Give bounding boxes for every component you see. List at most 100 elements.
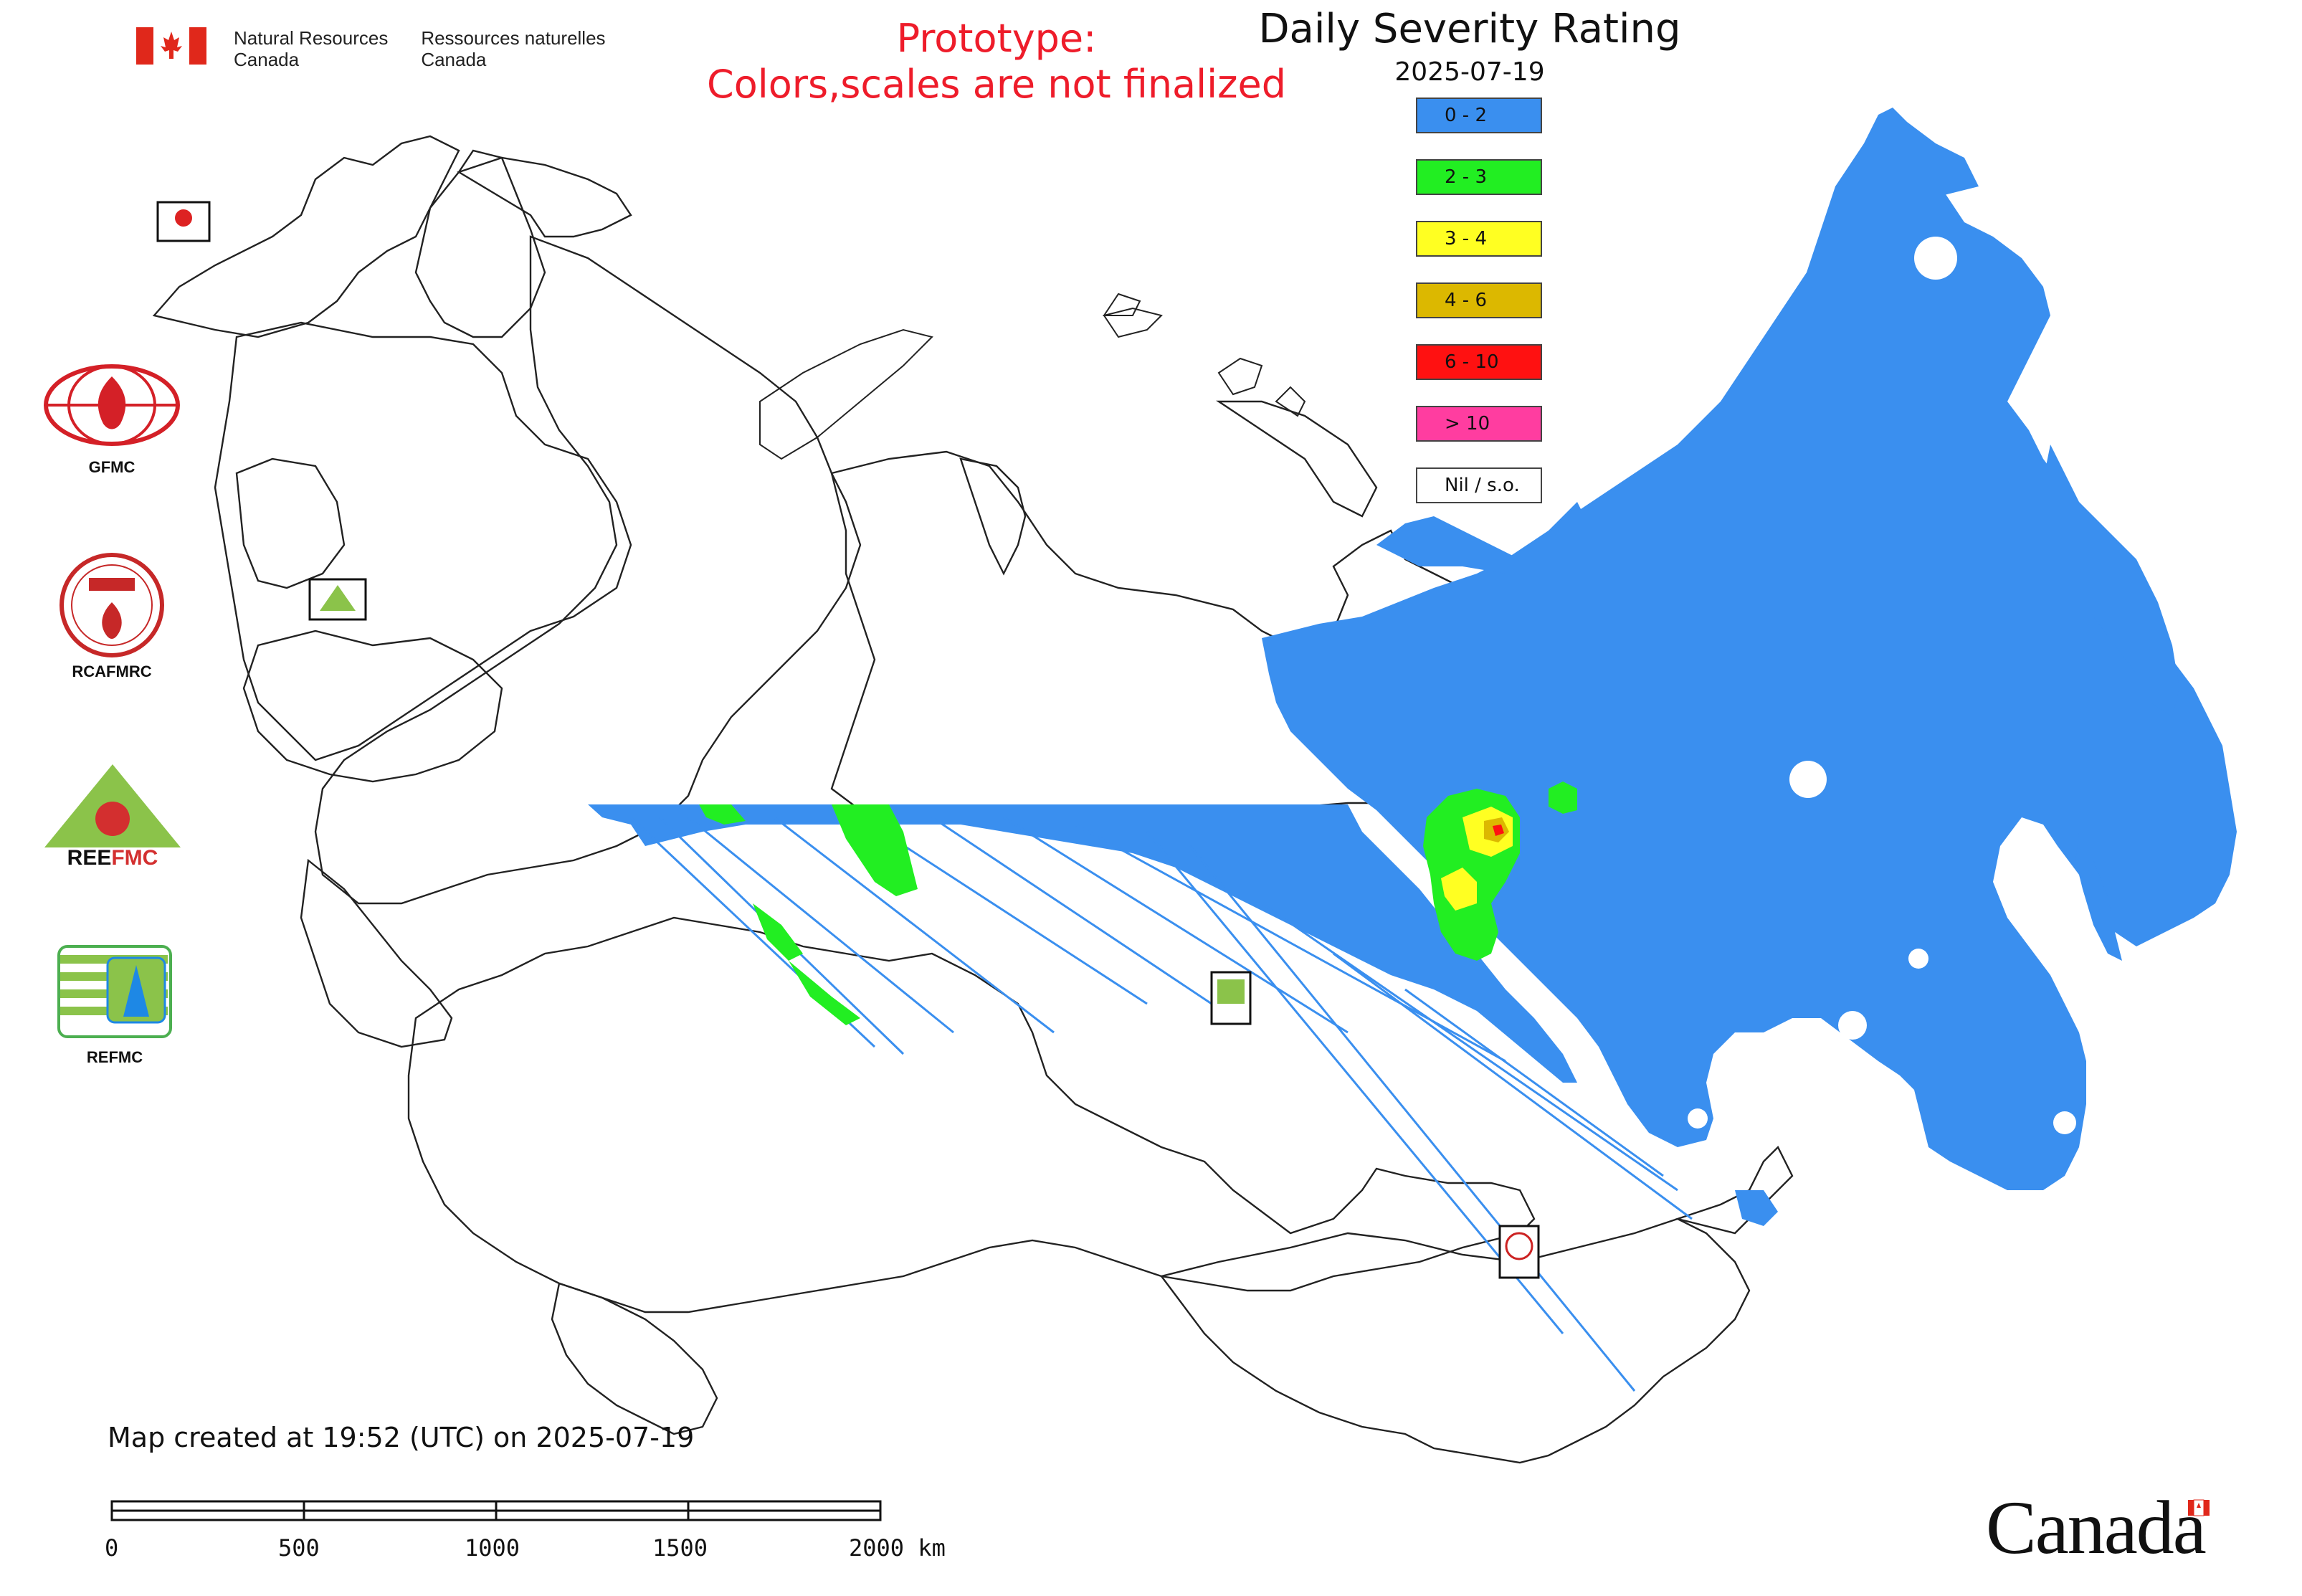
- map-title: Daily Severity Rating: [1258, 6, 1681, 52]
- streak-9: [1146, 831, 1564, 1334]
- scale-label: 500: [278, 1534, 320, 1562]
- canada-flag-icon: [136, 27, 206, 65]
- rcafmrc-map-mark: [1498, 1225, 1540, 1279]
- green-patch-3: [753, 903, 803, 961]
- severity-area-0-2-sakhalin: [2075, 832, 2122, 961]
- legend-item: 2 - 3: [1416, 159, 1542, 195]
- yamal-outline: [959, 457, 1027, 576]
- severity-area-0-2-island: [1735, 1190, 1778, 1226]
- severity-area-0-2-taymyr: [1376, 502, 1592, 574]
- severity-area-0-2-east: [1262, 143, 2237, 1190]
- streak-3: [688, 816, 954, 1034]
- svg-text:REEFMC: REEFMC: [67, 846, 158, 866]
- scale-label: 2000 km: [849, 1534, 946, 1562]
- baltic-outline: [235, 457, 346, 589]
- lakes: [1688, 237, 2076, 1134]
- scale-label: 1500: [652, 1534, 708, 1562]
- agency-fr-line1: Ressources naturelles: [421, 27, 606, 49]
- green-patch-1: [699, 804, 746, 825]
- legend-item: Nil / s.o.: [1416, 467, 1542, 503]
- streak-6: [931, 816, 1234, 1020]
- kazakhstan-outline: [407, 916, 1536, 1314]
- severity-area-6-10: [1493, 825, 1504, 836]
- canada-wordmark-flag: [2188, 1499, 2210, 1516]
- streak-11: [1261, 902, 1678, 1192]
- prototype-line2: Colors,scales are not finalized: [707, 62, 1286, 107]
- agency-en: Natural Resources Canada: [234, 27, 388, 70]
- map-created-text: Map created at 19:52 (UTC) on 2025-07-19: [108, 1422, 695, 1453]
- prototype-line1: Prototype:: [896, 16, 1097, 61]
- nordic-outline: [152, 135, 460, 338]
- streak-5: [860, 816, 1148, 1005]
- lake-2: [1908, 949, 1928, 969]
- scale-label: 0: [105, 1534, 119, 1562]
- canada-wordmark: Canada: [1986, 1486, 2207, 1569]
- streak-10: [1189, 845, 1636, 1392]
- map-logo-marks: [156, 201, 1540, 1279]
- lake-6: [1914, 237, 1957, 280]
- lake-5: [2053, 1111, 2076, 1134]
- lake-1: [1789, 761, 1827, 798]
- prototype-notice: Prototype: Colors,scales are not finaliz…: [617, 16, 1376, 108]
- streak-12: [1333, 952, 1693, 1220]
- severnaya-zemlya: [1217, 357, 1263, 396]
- central-asia-outline: [551, 1282, 718, 1435]
- streak-4: [774, 816, 1055, 1034]
- legend-item: 6 - 10: [1416, 344, 1542, 380]
- streak-13: [1404, 988, 1664, 1177]
- china-north-outline: [1674, 1145, 1794, 1235]
- scale-bar: [110, 1500, 882, 1521]
- kola-outline: [457, 156, 632, 238]
- green-patch-2: [832, 804, 918, 896]
- streak-7: [1003, 816, 1349, 1034]
- legend-item: 3 - 4: [1416, 221, 1542, 257]
- agency-en-line2: Canada: [234, 49, 300, 70]
- refmc-logo: REFMC: [57, 945, 172, 1067]
- lake-3: [1838, 1011, 1867, 1040]
- arctic-island-4: [1275, 386, 1306, 417]
- wordmark-flag-left: [2188, 1500, 2194, 1516]
- severity-area-0-2-chukotka: [1835, 108, 1979, 201]
- nrcan-signature: Natural Resources Canada Ressources natu…: [136, 27, 639, 70]
- rcafmrc-label: RCAFMRC: [72, 662, 152, 680]
- finland-outline: [414, 149, 546, 338]
- reefmc-logo-icon: REEFMC: [44, 764, 181, 870]
- rcafmrc-logo: RCAFMRC: [54, 552, 169, 681]
- ukraine-outline: [242, 630, 503, 783]
- franz-josef-island: [1103, 307, 1163, 338]
- taymyr-outline: [1216, 400, 1378, 518]
- lake-4: [1688, 1108, 1708, 1129]
- severity-area-0-2-band: [588, 804, 1577, 1083]
- arctic-islands: [759, 293, 1306, 460]
- gfmc-logo: GFMC: [40, 362, 184, 477]
- severity-area-0-2-kamchatka: [2043, 445, 2179, 717]
- green-patch-4: [789, 961, 860, 1025]
- east-europe-outline: [214, 321, 632, 761]
- severity-layer: [588, 108, 2237, 1392]
- gfmc-map-mark-flame: [175, 209, 192, 227]
- arctic-island-5: [1103, 293, 1141, 316]
- red-patch-1: [1493, 825, 1504, 836]
- legend-item: 4 - 6: [1416, 282, 1542, 318]
- rcafmrc-logo-icon: [60, 553, 164, 657]
- gfmc-label: GFMC: [88, 458, 135, 476]
- novaya-zemlya: [759, 328, 933, 460]
- agency-fr-line2: Canada: [421, 49, 487, 70]
- refmc-logo-icon: [57, 945, 172, 1038]
- agency-en-line1: Natural Resources: [234, 27, 389, 49]
- gfmc-logo-icon: [44, 364, 180, 446]
- refmc-label: REFMC: [86, 1048, 143, 1066]
- reefmc-map-mark-tri: [320, 585, 356, 611]
- caucasus-outline: [300, 858, 453, 1048]
- severity-streaks: [629, 816, 1693, 1392]
- legend-item: > 10: [1416, 406, 1542, 442]
- rcafmrc-map-mark-ring: [1505, 1232, 1533, 1260]
- agency-fr: Ressources naturelles Canada: [421, 27, 605, 70]
- mongolia-outline: [1159, 1217, 1751, 1464]
- reefmc-logo: REEFMC: [37, 761, 188, 870]
- refmc-map-mark-inner: [1217, 979, 1245, 1004]
- wordmark-flag-right: [2204, 1500, 2210, 1516]
- green-patch-6: [1549, 782, 1577, 814]
- wordmark-flag-leaf: [2197, 1503, 2201, 1508]
